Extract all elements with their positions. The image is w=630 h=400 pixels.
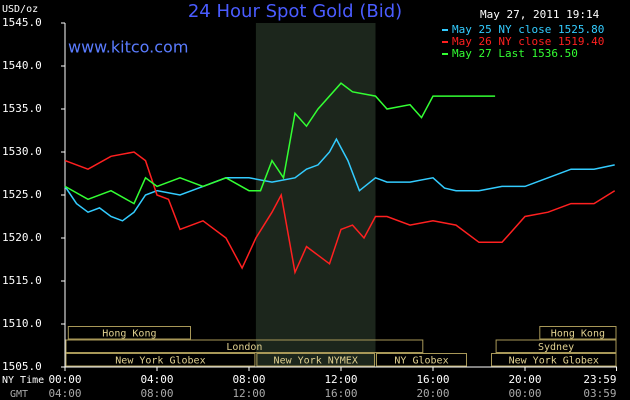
session-label: Hong Kong: [551, 328, 605, 339]
y-axis-label: USD/oz: [2, 4, 38, 15]
legend-label: May 25 NY close 1525.80: [452, 23, 604, 36]
x-tick-label: 23:59: [583, 373, 616, 386]
y-tick-label: 1515.0: [2, 274, 42, 287]
session-box: [65, 339, 424, 353]
session-label: NY Globex: [394, 355, 448, 366]
x2-axis-label: GMT: [10, 389, 28, 400]
session-label: Hong Kong: [102, 328, 156, 339]
x2-tick-label: 20:00: [416, 387, 449, 400]
x-tick-label: 12:00: [324, 373, 357, 386]
price-line: [64, 82, 496, 205]
session-shade: [255, 23, 376, 367]
x2-tick-label: 03:59: [583, 387, 616, 400]
price-line: [64, 151, 616, 275]
y-tick-label: 1540.0: [2, 59, 42, 72]
session-box: [491, 353, 617, 367]
session-label: New York Globex: [509, 355, 599, 366]
session-box: [539, 326, 617, 340]
session-box: [67, 326, 191, 340]
session-label: London: [226, 342, 262, 353]
y-tick-label: 1520.0: [2, 231, 42, 244]
x-tick-label: 20:00: [508, 373, 541, 386]
x2-tick-label: 16:00: [324, 387, 357, 400]
session-box: [256, 353, 375, 367]
session-box: [65, 353, 256, 367]
y-tick-label: 1545.0: [2, 16, 42, 29]
legend-label: May 27 Last 1536.50: [452, 47, 578, 60]
x2-tick-label: 08:00: [140, 387, 173, 400]
session-box: [376, 353, 467, 367]
timestamp: May 27, 2011 19:14: [480, 8, 600, 21]
x-tick-label: 04:00: [140, 373, 173, 386]
y-tick-label: 1535.0: [2, 102, 42, 115]
y-tick-label: 1530.0: [2, 145, 42, 158]
y-tick-label: 1505.0: [2, 360, 42, 373]
x2-tick-label: 04:00: [48, 387, 81, 400]
y-tick-label: 1510.0: [2, 317, 42, 330]
session-box: [495, 339, 617, 353]
x-tick-label: 16:00: [416, 373, 449, 386]
x-axis-label: NY Time: [2, 375, 44, 386]
subtitle: www.kitco.com: [68, 38, 188, 57]
x-tick-label: 00:00: [48, 373, 81, 386]
chart-title: 24 Hour Spot Gold (Bid): [188, 1, 402, 22]
session-label: New York Globex: [115, 355, 205, 366]
price-line: [64, 137, 615, 222]
x2-tick-label: 00:00: [508, 387, 541, 400]
x2-tick-label: 12:00: [232, 387, 265, 400]
y-tick-label: 1525.0: [2, 188, 42, 201]
session-label: New York NYMEX: [274, 355, 358, 366]
legend-label: May 26 NY close 1519.40: [452, 35, 604, 48]
x-tick-label: 08:00: [232, 373, 265, 386]
session-label: Sydney: [538, 342, 574, 353]
